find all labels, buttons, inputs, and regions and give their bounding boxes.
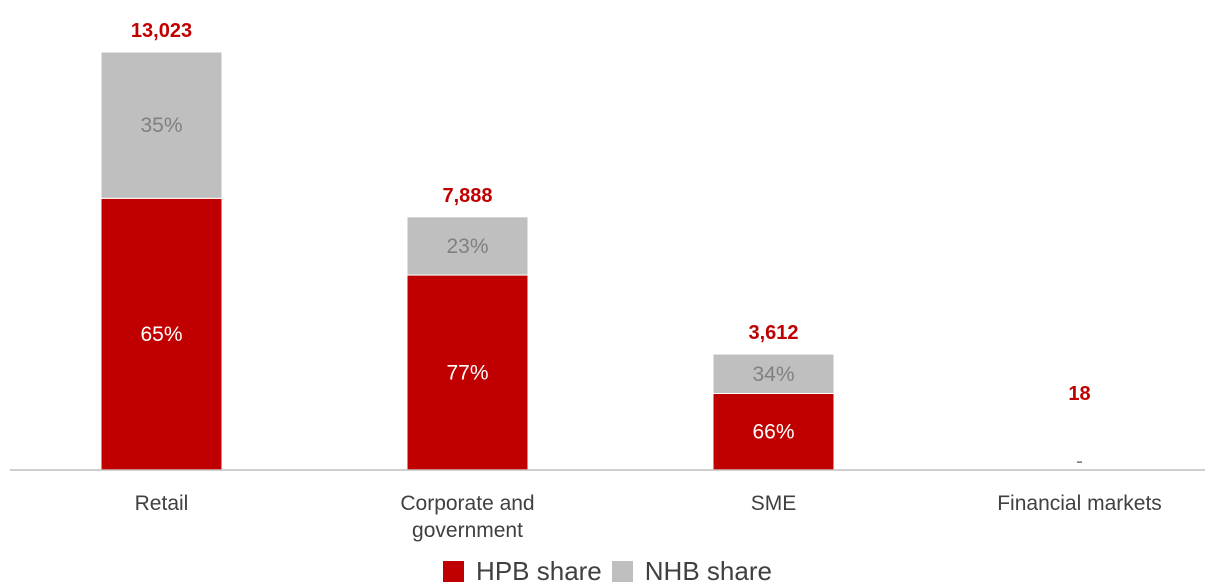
- legend-swatch-nhb: [611, 560, 633, 582]
- total-label-3: 18: [1068, 383, 1090, 405]
- legend: HPB share NHB share: [0, 556, 1215, 586]
- total-label-1: 7,888: [442, 185, 492, 207]
- category-labels: Retail Corporate and government SME Financia…: [135, 492, 1162, 542]
- segment-label-nhb-1: 23%: [446, 235, 488, 258]
- segment-label-hpb-2: 66%: [752, 421, 794, 444]
- total-label-2: 3,612: [748, 322, 798, 344]
- bar-nhb-0: [100, 51, 223, 199]
- bar-nhb-1: [406, 216, 529, 276]
- legend-item-hpb: HPB share: [443, 556, 602, 587]
- total-label-0: 13,023: [131, 20, 192, 42]
- bar-hpb-2: [712, 392, 835, 471]
- segment-label-nhb-0: 35%: [140, 114, 182, 137]
- segment-label-nhb-2: 34%: [752, 363, 794, 386]
- category-label-1-line0: Corporate and: [400, 492, 534, 515]
- category-label-0: Retail: [135, 492, 189, 515]
- category-label-3: Financial markets: [997, 492, 1162, 515]
- bar-hpb-0: [100, 197, 223, 471]
- legend-label-hpb: HPB share: [476, 555, 602, 586]
- legend-swatch-hpb: [443, 560, 465, 582]
- segment-label-hpb-1: 77%: [446, 362, 488, 385]
- segment-label-hpb-0: 65%: [140, 323, 182, 346]
- legend-item-nhb: NHB share: [611, 555, 772, 587]
- bars-group: 65% 35% 13,023 77% 23% 7,888 66% 34% 3,612 18 -: [100, 20, 1091, 473]
- chart: 65% 35% 13,023 77% 23% 7,888 66% 34% 3,612 18 - Re…: [10, 20, 1205, 542]
- category-label-1-line1: government: [412, 519, 523, 542]
- zero-value-dash: -: [1076, 450, 1083, 473]
- legend-label-nhb: NHB share: [644, 555, 772, 586]
- bar-nhb-2: [712, 353, 835, 394]
- category-label-2: SME: [751, 492, 797, 515]
